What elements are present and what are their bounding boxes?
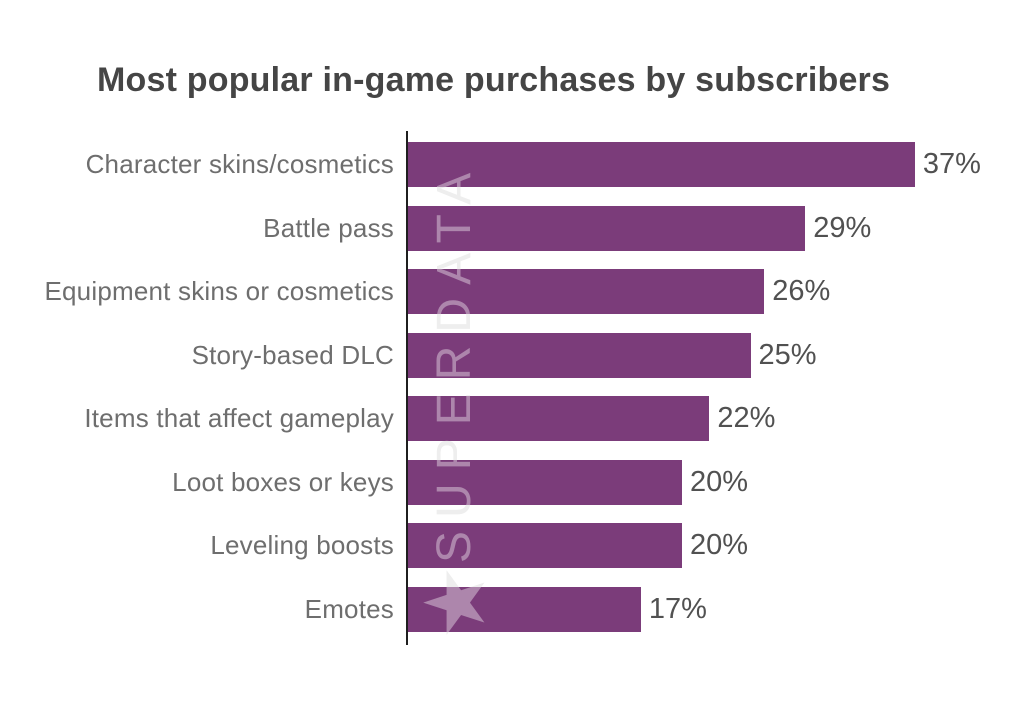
- value-label: 26%: [772, 275, 831, 308]
- bar-row: Loot boxes or keys 20%: [0, 451, 1024, 515]
- bar: [408, 332, 751, 378]
- value-label: 17%: [648, 592, 707, 625]
- category-label: Leveling boosts: [210, 530, 394, 561]
- bar-row: Leveling boosts 20%: [0, 514, 1024, 578]
- value-label: 29%: [813, 211, 872, 244]
- value-label: 20%: [690, 465, 749, 498]
- bar-area: 17%: [408, 586, 1024, 632]
- bar: [408, 142, 915, 188]
- bar: [408, 523, 682, 569]
- bar: [408, 459, 682, 505]
- category-label: Battle pass: [263, 212, 394, 243]
- category-label: Story-based DLC: [191, 339, 394, 370]
- bar-row: Emotes 17%: [0, 578, 1024, 642]
- category-label: Loot boxes or keys: [172, 466, 394, 497]
- y-axis-line: [406, 131, 408, 645]
- bar-area: 22%: [408, 396, 1024, 442]
- bar-area: 20%: [408, 523, 1024, 569]
- bar-row: Battle pass 29%: [0, 197, 1024, 261]
- value-label: 25%: [758, 338, 817, 371]
- bar-area: 37%: [408, 142, 1024, 188]
- bar-area: 29%: [408, 205, 1024, 251]
- chart-title: Most popular in-game purchases by subscr…: [97, 61, 891, 99]
- bar: [408, 586, 641, 632]
- value-label: 22%: [717, 402, 776, 435]
- bar: [408, 269, 765, 315]
- value-label: 37%: [922, 148, 981, 181]
- bar-rows: Character skins/cosmetics 37% Battle pass 2…: [0, 133, 1024, 641]
- category-label: Emotes: [304, 593, 394, 624]
- value-label: 20%: [690, 529, 749, 562]
- bar-row: Equipment skins or cosmetics 26%: [0, 260, 1024, 324]
- bar-row: Items that affect gameplay 22%: [0, 387, 1024, 451]
- bar-row: Character skins/cosmetics 37%: [0, 133, 1024, 197]
- bar: [408, 205, 806, 251]
- category-label: Equipment skins or cosmetics: [44, 276, 394, 307]
- bar-area: 25%: [408, 332, 1024, 378]
- bar-row: Story-based DLC 25%: [0, 324, 1024, 388]
- bar: [408, 396, 710, 442]
- bar-area: 20%: [408, 459, 1024, 505]
- bar-area: 26%: [408, 269, 1024, 315]
- category-label: Character skins/cosmetics: [85, 149, 394, 180]
- category-label: Items that affect gameplay: [84, 403, 394, 434]
